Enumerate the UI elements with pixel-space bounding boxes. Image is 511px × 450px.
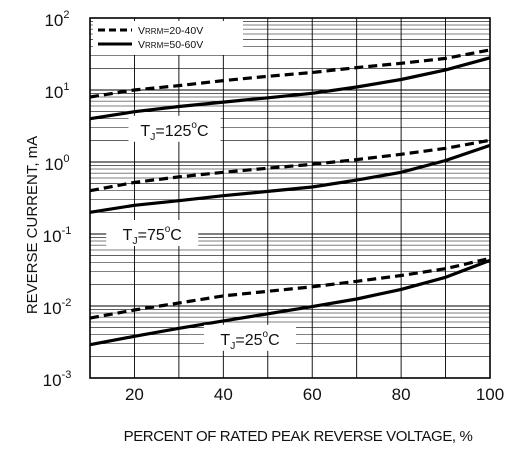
temperature-label-bg <box>106 220 199 246</box>
y-tick-label: 100 <box>44 153 69 174</box>
y-tick-label: 10-1 <box>43 225 72 246</box>
series-line-25C-20-40V <box>89 256 491 320</box>
legend-label-20-40V: VRRM=20-40V <box>138 25 203 37</box>
legend-box <box>93 21 243 55</box>
minor-gridlines <box>90 21 490 357</box>
series-line-75C-20-40V <box>89 138 491 193</box>
series-line-25C-50-60V <box>89 258 491 347</box>
y-tick-label: 10-2 <box>43 297 72 318</box>
major-gridlines <box>90 18 490 378</box>
legend: VRRM=20-40V VRRM=50-60V <box>93 21 243 55</box>
series-line-125C-50-60V <box>89 56 491 121</box>
y-tick-label: 10-3 <box>43 369 72 390</box>
series-line-125C-20-40V <box>89 48 491 99</box>
temperature-label: TJ=125oC <box>140 120 208 143</box>
x-tick-label: 40 <box>214 385 233 404</box>
series-layer <box>89 48 491 347</box>
x-axis-label: PERCENT OF RATED PEAK REVERSE VOLTAGE, % <box>124 428 473 445</box>
temperature-label-bg <box>204 324 296 351</box>
plot-frame <box>89 17 491 379</box>
temperature-label: TJ=25oC <box>220 329 279 352</box>
annotations-layer: TJ=125oC TJ=75oC TJ=25oC <box>106 115 296 352</box>
temperature-label-bg <box>128 115 221 142</box>
legend-label-50-60V: VRRM=50-60V <box>138 39 203 51</box>
x-tick-label: 20 <box>125 385 144 404</box>
tick-labels: 20 40 60 80 100 10-3 10-2 10-1 100 101 102 <box>43 9 505 404</box>
y-axis-label: REVERSE CURRENT, mA <box>24 136 41 314</box>
y-tick-label: 101 <box>44 81 69 102</box>
x-tick-label: 60 <box>303 385 322 404</box>
y-tick-label: 102 <box>44 9 69 30</box>
series-line-75C-50-60V <box>89 143 491 214</box>
x-tick-label: 100 <box>476 385 504 404</box>
x-tick-label: 80 <box>392 385 411 404</box>
temperature-label: TJ=75oC <box>123 224 182 247</box>
